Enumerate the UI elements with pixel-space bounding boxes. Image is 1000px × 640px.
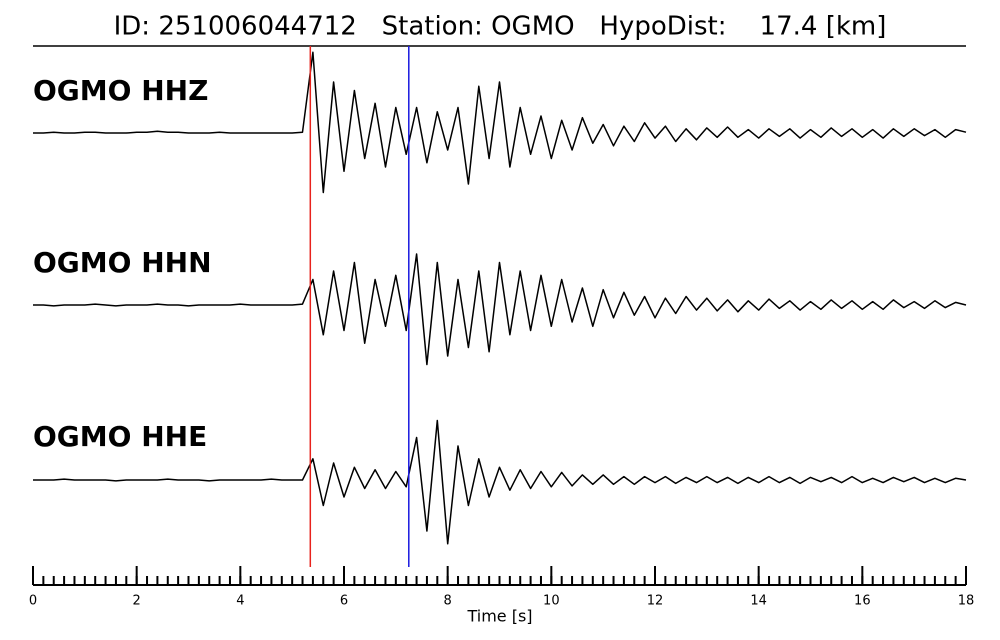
trace-label: OGMO HHN xyxy=(33,246,212,279)
waveform xyxy=(33,51,967,194)
x-tick-label: 4 xyxy=(236,594,244,609)
trace-label: OGMO HHZ xyxy=(33,74,208,107)
x-tick-label: 0 xyxy=(29,594,37,609)
x-axis-label: Time [s] xyxy=(466,607,532,626)
x-tick-label: 18 xyxy=(958,594,975,609)
x-tick-label: 8 xyxy=(444,594,452,609)
x-tick-label: 12 xyxy=(647,594,664,609)
x-tick-label: 2 xyxy=(133,594,141,609)
x-tick-label: 14 xyxy=(750,594,767,609)
waveform xyxy=(33,419,967,545)
x-tick-label: 10 xyxy=(543,594,560,609)
x-tick-label: 16 xyxy=(854,594,871,609)
x-tick-label: 6 xyxy=(340,594,348,609)
trace-label: OGMO HHE xyxy=(33,420,207,453)
waveform xyxy=(33,253,967,366)
chart-title: ID: 251006044712 Station: OGMO HypoDist:… xyxy=(114,12,887,42)
